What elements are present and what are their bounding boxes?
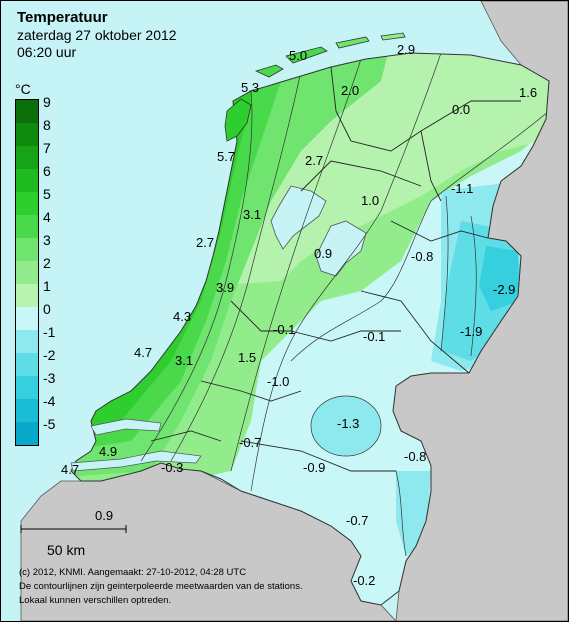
legend-label: -4 bbox=[43, 393, 56, 409]
station-value: 0.9 bbox=[314, 246, 332, 261]
legend-label: 6 bbox=[43, 163, 51, 179]
station-value: -2.9 bbox=[493, 282, 515, 297]
legend-label: -1 bbox=[43, 324, 56, 340]
netherlands-outline bbox=[70, 52, 550, 606]
legend-swatch bbox=[16, 353, 38, 376]
legend-swatch bbox=[16, 215, 38, 238]
legend-label: 1 bbox=[43, 278, 51, 294]
legend-swatch bbox=[16, 146, 38, 169]
legend-swatch bbox=[16, 330, 38, 353]
station-value: 3.1 bbox=[175, 353, 193, 368]
ijsselmeer bbox=[270, 185, 327, 250]
texel-island bbox=[224, 98, 252, 142]
station-value: 1.0 bbox=[361, 193, 379, 208]
station-value: 2.7 bbox=[196, 235, 214, 250]
station-value: 4.7 bbox=[134, 345, 152, 360]
station-value: -1.3 bbox=[337, 416, 359, 431]
station-value: -0.9 bbox=[303, 460, 325, 475]
schiermonnikoog-island bbox=[380, 32, 406, 41]
footer-note: De contourlijnen zijn geinterpoleerde me… bbox=[19, 581, 303, 592]
station-value: -0.2 bbox=[353, 573, 375, 588]
legend-label: 0 bbox=[43, 301, 51, 317]
map-time: 06:20 uur bbox=[17, 44, 77, 60]
station-value: 5.3 bbox=[241, 80, 259, 95]
station-value: 4.9 bbox=[99, 444, 117, 459]
station-value: 0.9 bbox=[95, 508, 113, 523]
legend-label: -2 bbox=[43, 347, 56, 363]
legend-swatch bbox=[16, 376, 38, 399]
vlieland-island bbox=[254, 64, 284, 78]
legend-label: 5 bbox=[43, 186, 51, 202]
station-value: -1.9 bbox=[460, 324, 482, 339]
station-value: 4.3 bbox=[173, 309, 191, 324]
legend-swatch bbox=[16, 100, 38, 123]
title-block: Temperatuur zaterdag 27 oktober 2012 06:… bbox=[17, 9, 177, 61]
station-value: -0.1 bbox=[273, 322, 295, 337]
legend-label: 4 bbox=[43, 209, 51, 225]
markermeer bbox=[315, 220, 367, 277]
westerschelde bbox=[70, 450, 202, 472]
station-value: -0.1 bbox=[363, 329, 385, 344]
legend-swatch bbox=[16, 284, 38, 307]
legend-label: 9 bbox=[43, 94, 51, 110]
footer-note: Lokaal kunnen verschillen optreden. bbox=[19, 595, 172, 606]
station-value: 1.6 bbox=[519, 85, 537, 100]
contour-lines bbox=[140, 53, 549, 557]
legend-swatch bbox=[16, 422, 38, 445]
station-value: 5.0 bbox=[289, 48, 307, 63]
legend-label: -3 bbox=[43, 370, 56, 386]
legend-label: 8 bbox=[43, 117, 51, 133]
station-value: -0.8 bbox=[404, 449, 426, 464]
station-value: -0.3 bbox=[161, 460, 183, 475]
station-value: -1.1 bbox=[451, 181, 473, 196]
legend-swatch bbox=[16, 261, 38, 284]
legend-swatch bbox=[16, 169, 38, 192]
legend-label: 3 bbox=[43, 232, 51, 248]
scale-bar bbox=[20, 525, 127, 533]
province-borders bbox=[150, 66, 521, 472]
legend-label: -5 bbox=[43, 416, 56, 432]
footer: (c) 2012, KNMI. Aangemaakt: 27-10-2012, … bbox=[19, 566, 303, 608]
legend-swatch bbox=[16, 123, 38, 146]
station-value: 2.7 bbox=[305, 153, 323, 168]
station-values: 5.0 2.9 5.3 2.0 1.6 0.0 5.7 2.7 -1.1 1.0… bbox=[61, 42, 537, 588]
station-value: 3.9 bbox=[216, 280, 234, 295]
map-date: zaterdag 27 oktober 2012 bbox=[17, 27, 177, 43]
footer-credit: (c) 2012, KNMI. Aangemaakt: 27-10-2012, … bbox=[19, 567, 247, 578]
station-value: 0.0 bbox=[452, 102, 470, 117]
oosterschelde bbox=[90, 418, 162, 436]
station-value: 2.0 bbox=[341, 83, 359, 98]
legend-swatch bbox=[16, 192, 38, 215]
color-legend bbox=[15, 99, 39, 446]
station-value: -1.0 bbox=[267, 374, 289, 389]
station-value: 4.7 bbox=[61, 462, 79, 477]
station-value: 5.7 bbox=[217, 149, 235, 164]
ameland-island bbox=[335, 36, 370, 49]
map-title: Temperatuur bbox=[17, 9, 108, 26]
station-value: -0.7 bbox=[239, 435, 261, 450]
legend-swatch bbox=[16, 399, 38, 422]
legend-unit: °C bbox=[15, 81, 31, 97]
legend-label: 7 bbox=[43, 140, 51, 156]
scale-bar-label: 50 km bbox=[47, 542, 86, 558]
station-value: 3.1 bbox=[243, 207, 261, 222]
terschelling-island bbox=[285, 46, 328, 64]
legend-swatch bbox=[16, 307, 38, 330]
station-value: 2.9 bbox=[397, 42, 415, 57]
legend-swatch bbox=[16, 238, 38, 261]
station-value: -0.7 bbox=[346, 513, 368, 528]
station-value: 1.5 bbox=[238, 350, 256, 365]
legend-label: 2 bbox=[43, 255, 51, 271]
station-value: -0.8 bbox=[411, 249, 433, 264]
